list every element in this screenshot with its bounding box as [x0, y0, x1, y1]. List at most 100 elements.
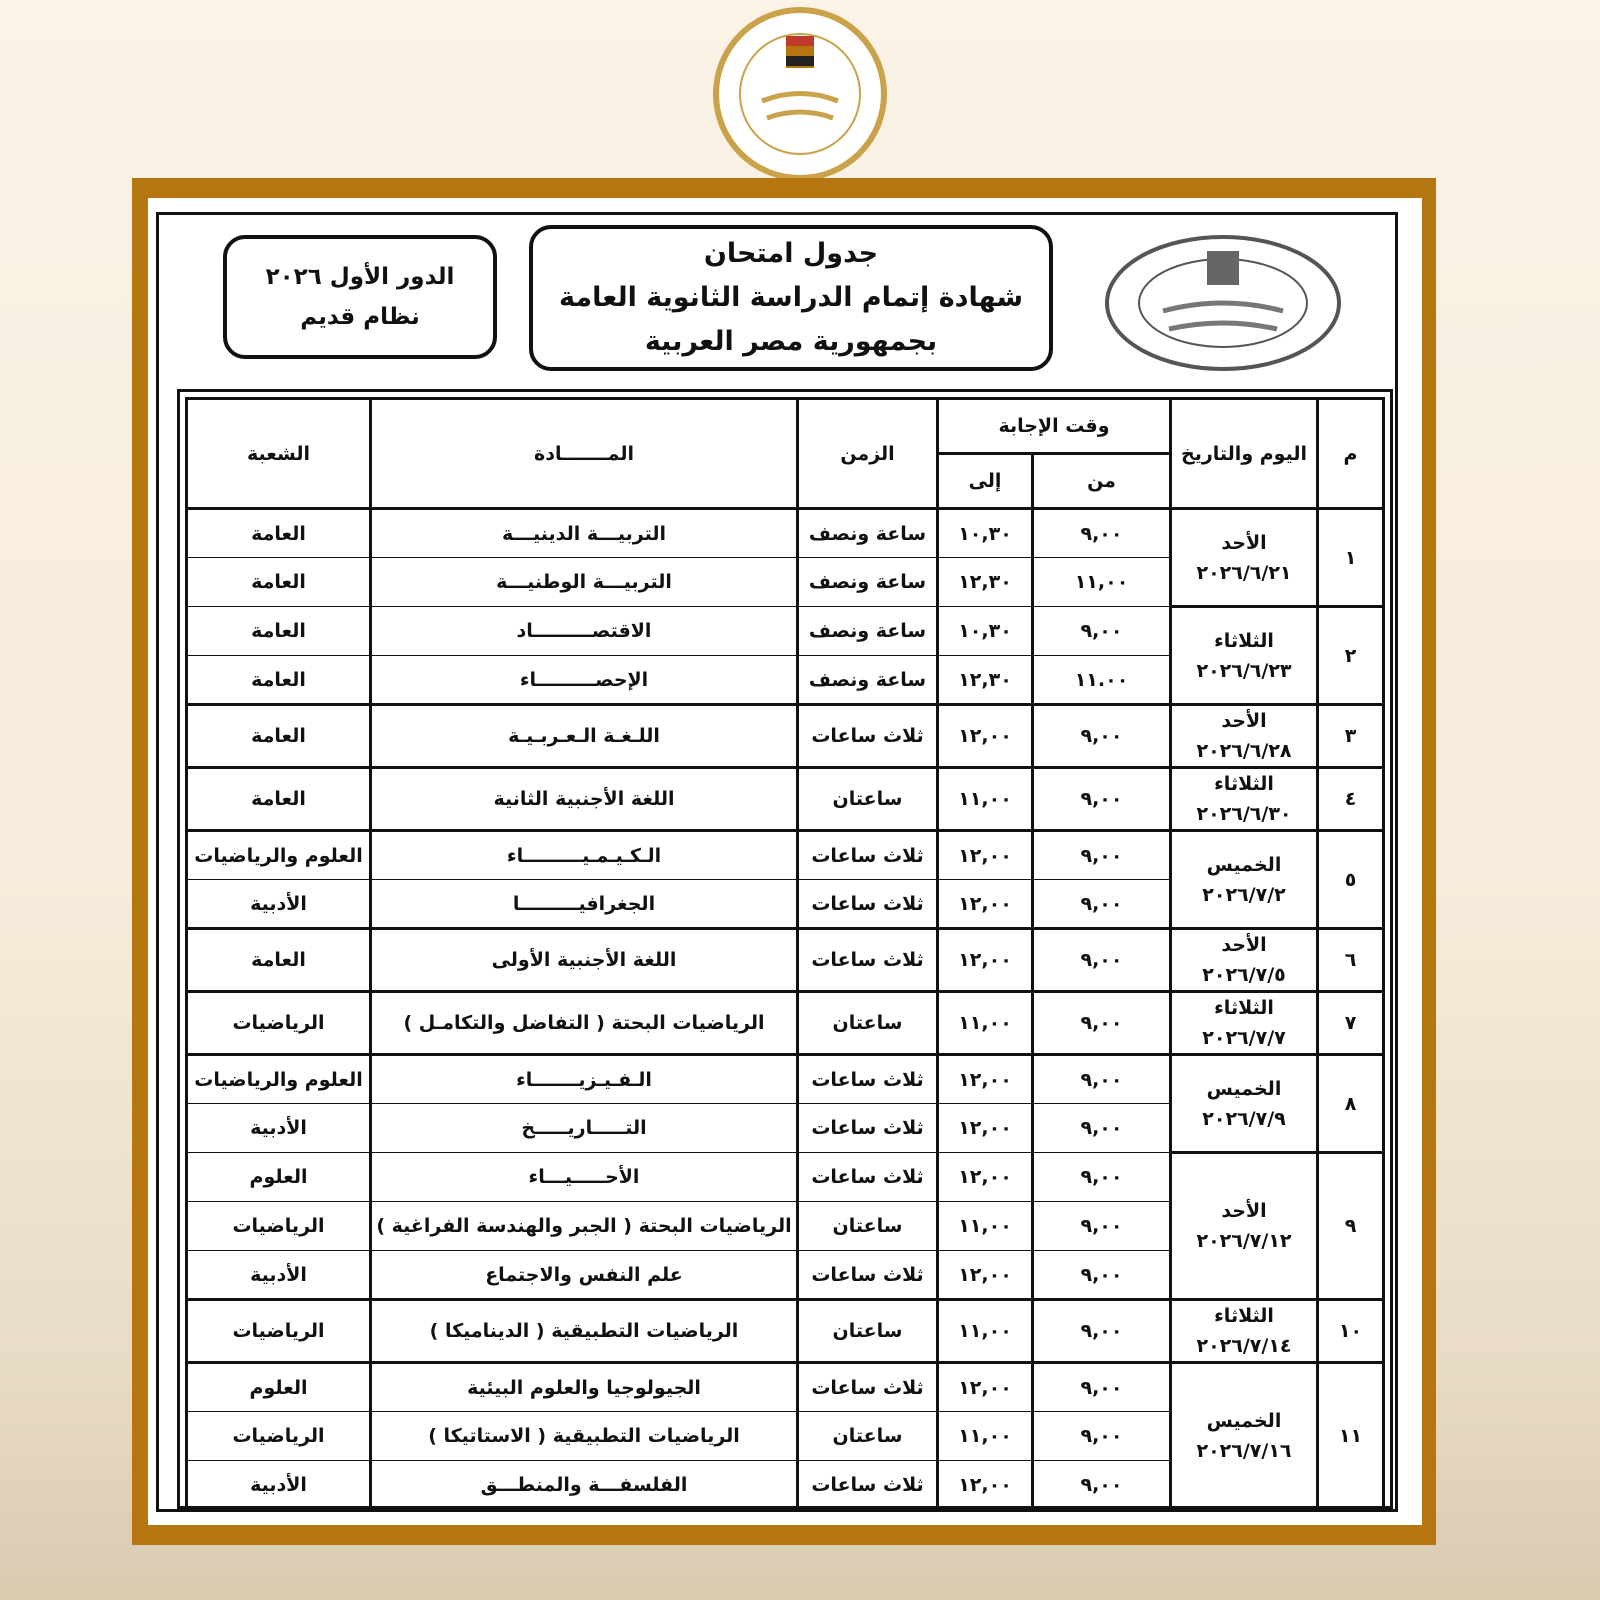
subject: الإحصـــــــــاء	[369, 655, 799, 705]
start-time: ٩,٠٠	[1031, 1152, 1172, 1202]
subject: الفلسفـــة والمنطـــق	[369, 1460, 799, 1510]
end-time: ١٢,٠٠	[936, 1054, 1034, 1104]
subject: اللغة الأجنبية الأولى	[369, 927, 799, 993]
day-date-cell: الخميس ٢٠٢٦/٧/٢	[1169, 829, 1319, 930]
end-time: ١٢,٠٠	[936, 1250, 1034, 1300]
schedule-table-frame: م اليوم والتاريخ وقت الإجابة الزمن المــ…	[177, 389, 1393, 1511]
start-time: ٩,٠٠	[1031, 1362, 1172, 1412]
end-time: ١٢,٠٠	[936, 1152, 1034, 1202]
exam-date: ٢٠٢٦/٦/٢١	[1196, 561, 1292, 584]
subject: الرياضيات التطبيقية ( الديناميكا )	[369, 1298, 799, 1364]
duration: ثلاث ساعات	[796, 1460, 939, 1510]
header-day-date: اليوم والتاريخ	[1169, 397, 1319, 510]
ministry-seal	[1105, 235, 1341, 371]
day-name: الخميس	[1206, 853, 1282, 876]
exam-number: ٢	[1316, 605, 1385, 706]
start-time: ٩,٠٠	[1031, 990, 1172, 1056]
end-time: ١٢,٣٠	[936, 655, 1034, 705]
subject: اللـغـة الـعـربـيـة	[369, 703, 799, 769]
end-time: ١١,٠٠	[936, 1201, 1034, 1251]
branch: العامة	[185, 508, 372, 558]
branch: الأدبية	[185, 1460, 372, 1510]
start-time: ٩,٠٠	[1031, 1054, 1172, 1104]
duration: ساعة ونصف	[796, 655, 939, 705]
exam-date: ٢٠٢٦/٧/٩	[1202, 1107, 1286, 1130]
header-branch: الشعبة	[185, 397, 372, 510]
duration: ساعة ونصف	[796, 508, 939, 558]
subject: الـفـيـزيـــــــاء	[369, 1054, 799, 1104]
end-time: ١١,٠٠	[936, 1411, 1034, 1461]
branch: الرياضيات	[185, 1411, 372, 1461]
exam-date: ٢٠٢٦/٦/٢٣	[1196, 659, 1292, 682]
table-row: ١٠ الثلاثاء ٢٠٢٦/٧/١٤ ٩,٠٠ ١١,٠٠ ساعتان الرياض…	[185, 1298, 1385, 1364]
end-time: ١٢,٠٠	[936, 1103, 1034, 1153]
header-num: م	[1316, 397, 1385, 510]
start-time: ٩,٠٠	[1031, 1201, 1172, 1251]
subject: اللغة الأجنبية الثانية	[369, 766, 799, 832]
duration: ساعة ونصف	[796, 557, 939, 607]
table-row: ٦ الأحد ٢٠٢٦/٧/٥ ٩,٠٠ ١٢,٠٠ ثلاث ساعات اللغة ا…	[185, 927, 1385, 993]
exam-number: ١	[1316, 507, 1385, 608]
branch: الأدبية	[185, 1250, 372, 1300]
title-line-3: بجمهورية مصر العربية	[644, 326, 938, 357]
table-row: ١ الأحد ٢٠٢٦/٦/٢١ ٩,٠٠ ١٠,٣٠ ساعة ونصف التربيـ…	[185, 507, 1385, 608]
subject: الرياضيات البحتة ( التفاضل والتكامـل )	[369, 990, 799, 1056]
day-name: الثلاثاء	[1214, 629, 1274, 652]
end-time: ١٢,٠٠	[936, 703, 1034, 769]
title-box: جدول امتحان شهادة إتمام الدراسة الثانوية…	[529, 225, 1053, 371]
header-from: من	[1031, 452, 1172, 510]
branch: الأدبية	[185, 879, 372, 929]
end-time: ١٢,٠٠	[936, 879, 1034, 929]
title-line-2: شهادة إتمام الدراسة الثانوية العامة	[558, 282, 1024, 313]
day-name: الثلاثاء	[1214, 997, 1274, 1019]
subject: الرياضيات التطبيقية ( الاستاتيكا )	[369, 1411, 799, 1461]
ministry-logo	[713, 7, 887, 181]
exam-number: ٣	[1316, 703, 1385, 769]
duration: ثلاث ساعات	[796, 1103, 939, 1153]
end-time: ١١,٠٠	[936, 990, 1034, 1056]
day-name: الثلاثاء	[1214, 1305, 1274, 1327]
day-name: الأحد	[1221, 710, 1267, 732]
exam-date: ٢٠٢٦/٦/٣٠	[1196, 803, 1292, 825]
duration: ثلاث ساعات	[796, 927, 939, 993]
start-time: ٩,٠٠	[1031, 1250, 1172, 1300]
end-time: ١٢,٠٠	[936, 830, 1034, 880]
subject: الـكـيـمـيـــــــــاء	[369, 830, 799, 880]
subject: التربيـــة الوطنيـــة	[369, 557, 799, 607]
start-time: ٩,٠٠	[1031, 1298, 1172, 1364]
exam-number: ٤	[1316, 766, 1385, 832]
table-row: ٩,٠٠ ١١,٠٠ ساعتان الرياضيات البحتة ( الجبر …	[185, 1201, 1384, 1251]
table-row: ٢ الثلاثاء ٢٠٢٦/٦/٢٣ ٩,٠٠ ١٠,٣٠ ساعة ونصف الاق…	[185, 605, 1385, 706]
exam-date: ٢٠٢٦/٧/٧	[1202, 1027, 1286, 1049]
round-label: الدور الأول ٢٠٢٦	[265, 264, 455, 290]
start-time: ٩,٠٠	[1031, 879, 1172, 929]
end-time: ١١,٠٠	[936, 1298, 1034, 1364]
duration: ثلاث ساعات	[796, 830, 939, 880]
start-time: ٩,٠٠	[1031, 703, 1172, 769]
exam-number: ٥	[1316, 829, 1385, 930]
exam-number: ٨	[1316, 1053, 1385, 1154]
end-time: ١٢,٣٠	[936, 557, 1034, 607]
start-time: ٩,٠٠	[1031, 766, 1172, 832]
start-time: ٩,٠٠	[1031, 1460, 1172, 1510]
table-row: ١١.٠٠ ١٢,٣٠ ساعة ونصف الإحصـــــــــاء العام…	[185, 655, 1384, 705]
day-date-cell: الثلاثاء ٢٠٢٦/٦/٢٣	[1169, 605, 1319, 706]
day-date-cell: الثلاثاء ٢٠٢٦/٧/١٤	[1169, 1298, 1319, 1364]
document-frame: جدول امتحان شهادة إتمام الدراسة الثانوية…	[132, 178, 1436, 1545]
table-row: ٩,٠٠ ١٢,٠٠ ثلاث ساعات الفلسفـــة والمنطـــق…	[185, 1460, 1384, 1510]
header-answer-time: وقت الإجابة	[936, 397, 1172, 455]
table-row: ٩,٠٠ ١٢,٠٠ ثلاث ساعات الجغرافيـــــــــا الأ…	[185, 879, 1384, 929]
day-name: الأحد	[1221, 934, 1267, 956]
duration: ساعتان	[796, 1298, 939, 1364]
table-row: ٩,٠٠ ١٢,٠٠ ثلاث ساعات التـــــاريـــــخ الأد…	[185, 1103, 1384, 1153]
subject: التربيـــة الدينيـــة	[369, 508, 799, 558]
exam-number: ٩	[1316, 1151, 1385, 1301]
day-date-cell: الثلاثاء ٢٠٢٦/٦/٣٠	[1169, 766, 1319, 832]
branch: العامة	[185, 557, 372, 607]
subject: الأحـــــيـــاء	[369, 1152, 799, 1202]
system-label: نظام قديم	[300, 304, 420, 330]
end-time: ١٢,٠٠	[936, 1460, 1034, 1510]
branch: العامة	[185, 766, 372, 832]
start-time: ١١,٠٠	[1031, 557, 1172, 607]
title-line-1: جدول امتحان	[703, 238, 879, 269]
